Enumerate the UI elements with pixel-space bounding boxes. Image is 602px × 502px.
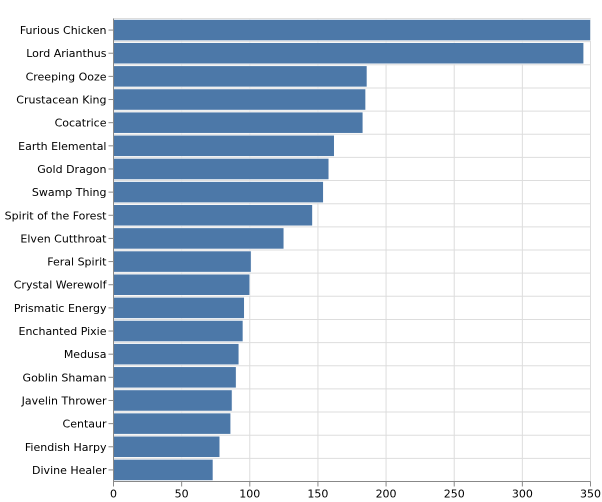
bar-feral-spirit[interactable] (113, 250, 252, 273)
x-tick-label: 250 (444, 488, 465, 501)
bar-goblin-shaman[interactable] (113, 366, 237, 389)
bar-spirit-of-the-forest[interactable] (113, 204, 313, 227)
y-tick-label: Swamp Thing (32, 186, 107, 199)
bars (113, 19, 591, 481)
x-tick-label: 350 (580, 488, 601, 501)
x-tick-label: 300 (512, 488, 533, 501)
y-tick-label: Prismatic Energy (14, 302, 107, 315)
bar-creeping-ooze[interactable] (113, 65, 368, 88)
bar-furious-chicken[interactable] (113, 19, 591, 41)
y-tick-label: Crystal Werewolf (14, 279, 108, 292)
bar-elven-cutthroat[interactable] (113, 227, 285, 250)
bar-centaur[interactable] (113, 412, 232, 435)
bar-gold-dragon[interactable] (113, 158, 330, 180)
bar-prismatic-energy[interactable] (113, 296, 245, 319)
bar-divine-healer[interactable] (113, 459, 214, 481)
bar-lord-arianthus[interactable] (113, 42, 584, 65)
bar-crustacean-king[interactable] (113, 88, 366, 111)
x-axis: 0 50 100 150 200 250 300 350 (110, 481, 601, 501)
y-tick-label: Centaur (63, 418, 107, 431)
y-tick-label: Divine Healer (32, 464, 107, 477)
x-tick-label: 150 (307, 488, 328, 501)
y-tick-label: Lord Arianthus (26, 47, 107, 60)
y-tick-label: Fiendish Harpy (25, 441, 107, 454)
bar-crystal-werewolf[interactable] (113, 273, 251, 296)
x-tick-label: 100 (239, 488, 260, 501)
bar-medusa[interactable] (113, 343, 240, 366)
grid (113, 18, 591, 482)
bar-cocatrice[interactable] (113, 111, 364, 134)
bar-fiendish-harpy[interactable] (113, 435, 221, 458)
y-tick-label: Creeping Ooze (26, 70, 107, 83)
y-tick-label: Enchanted Pixie (19, 325, 107, 338)
y-tick-label: Goblin Shaman (23, 371, 107, 384)
y-tick-label: Crustacean King (16, 94, 106, 107)
y-tick-label: Furious Chicken (20, 24, 107, 37)
y-tick-label: Gold Dragon (37, 163, 106, 176)
bar-enchanted-pixie[interactable] (113, 320, 244, 342)
y-tick-label: Cocatrice (55, 117, 107, 130)
x-tick-label: 0 (110, 488, 117, 501)
y-tick-label: Elven Cutthroat (20, 232, 107, 245)
bar-swamp-thing[interactable] (113, 181, 324, 204)
y-tick-label: Medusa (64, 348, 107, 361)
y-tick-label: Javelin Thrower (21, 394, 107, 407)
y-axis: Furious Chicken Lord Arianthus Creeping Oo… (5, 18, 114, 482)
y-tick-label: Feral Spirit (47, 256, 107, 269)
x-tick-label: 50 (175, 488, 189, 501)
bar-earth-elemental[interactable] (113, 134, 335, 157)
bar-javelin-thrower[interactable] (113, 389, 233, 412)
x-tick-label: 200 (376, 488, 397, 501)
y-tick-label: Spirit of the Forest (5, 209, 108, 222)
y-tick-label: Earth Elemental (18, 140, 106, 153)
